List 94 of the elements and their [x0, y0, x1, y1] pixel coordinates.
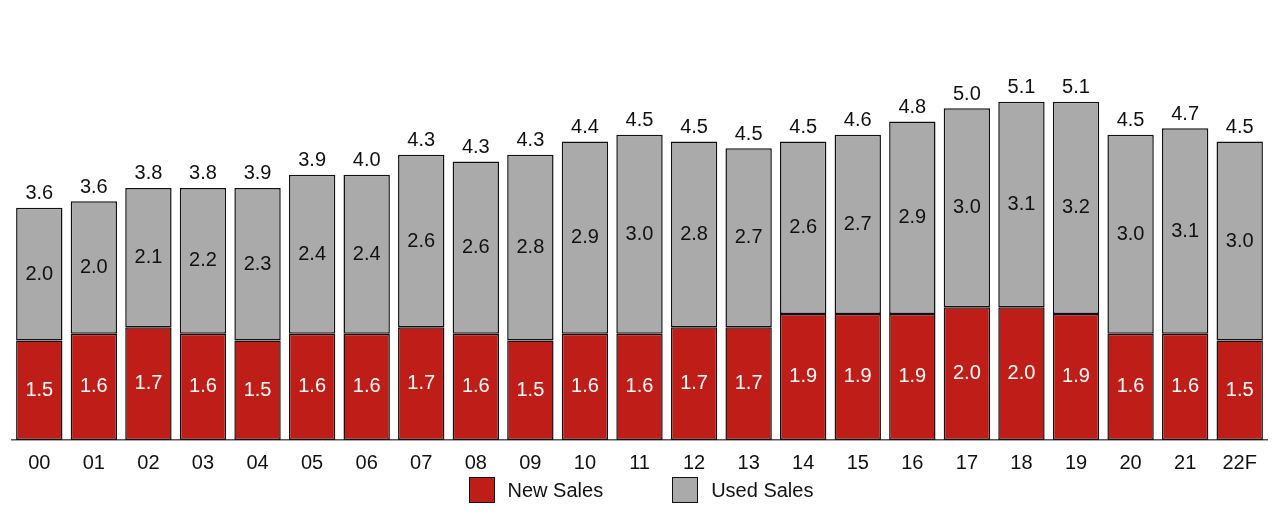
data-label: 2.8: [680, 221, 708, 244]
x-tick-label: 01: [82, 450, 105, 473]
data-label: 1.5: [243, 377, 272, 400]
total-label: 4.3: [516, 128, 545, 151]
total-label: 4.5: [625, 108, 654, 131]
data-label: 2.0: [952, 361, 981, 384]
data-label: 1.5: [1225, 377, 1254, 400]
data-label: 3.0: [952, 195, 981, 218]
total-label: 4.5: [1225, 115, 1254, 138]
x-tick-label: 15: [846, 450, 869, 473]
data-label: 2.6: [461, 235, 490, 258]
data-label: 1.6: [571, 374, 599, 397]
total-label: 4.3: [461, 134, 490, 157]
data-label: 2.9: [571, 225, 599, 248]
data-label: 1.6: [298, 374, 327, 397]
x-tick-label: 18: [1010, 450, 1033, 473]
x-tick-label: 21: [1174, 450, 1197, 473]
x-tick-label: 13: [737, 450, 760, 473]
x-tick-label: 08: [464, 450, 487, 473]
total-label: 3.9: [243, 161, 272, 184]
total-label: 4.4: [571, 115, 599, 138]
data-label: 1.7: [134, 371, 163, 394]
x-tick-label: 17: [955, 450, 979, 473]
total-label: 3.6: [79, 174, 108, 197]
data-label: 1.6: [79, 374, 108, 397]
total-label: 4.5: [1116, 108, 1145, 131]
data-label: 2.3: [243, 251, 272, 274]
legend-label: New Sales: [507, 478, 604, 502]
data-label: 1.6: [189, 374, 217, 397]
x-tick-label: 07: [410, 450, 433, 473]
x-tick-label: 03: [191, 450, 215, 473]
total-label: 3.8: [134, 161, 163, 184]
total-label: 4.5: [734, 121, 763, 144]
data-label: 1.6: [1116, 374, 1145, 397]
x-tick-label: 06: [355, 450, 378, 473]
data-label: 1.6: [461, 374, 490, 397]
total-label: 4.5: [789, 115, 818, 138]
total-label: 3.8: [189, 161, 217, 184]
x-tick-label: 10: [573, 450, 597, 473]
data-label: 2.6: [789, 215, 818, 238]
x-tick-label: 12: [682, 450, 706, 473]
x-tick-label: 14: [792, 450, 815, 473]
total-label: 4.7: [1171, 101, 1200, 124]
data-label: 2.4: [352, 241, 381, 264]
data-label: 2.8: [516, 235, 545, 258]
data-label: 2.0: [25, 261, 54, 284]
data-label: 2.6: [407, 228, 436, 251]
x-tick-label: 05: [300, 450, 324, 473]
data-label: 2.1: [134, 245, 163, 268]
data-label: 3.1: [1007, 192, 1036, 215]
data-label: 2.2: [189, 248, 217, 271]
x-tick-label: 22F: [1222, 450, 1257, 473]
data-label: 2.7: [734, 225, 763, 248]
x-tick-label: 16: [901, 450, 924, 473]
data-label: 2.0: [79, 255, 108, 278]
data-label: 1.9: [898, 364, 927, 387]
data-label: 1.9: [843, 364, 872, 387]
x-tick-label: 04: [246, 450, 269, 473]
data-label: 1.9: [1062, 364, 1090, 387]
data-label: 3.0: [1225, 228, 1254, 251]
total-label: 5.0: [952, 81, 981, 104]
x-tick-label: 09: [519, 450, 542, 473]
x-tick-label: 11: [629, 450, 650, 473]
data-label: 1.6: [352, 374, 381, 397]
total-label: 5.1: [1062, 75, 1090, 98]
x-tick-label: 00: [28, 450, 51, 473]
data-label: 3.1: [1171, 218, 1200, 241]
data-label: 1.5: [516, 377, 545, 400]
total-label: 3.6: [25, 181, 54, 204]
x-tick-label: 02: [137, 450, 160, 473]
data-label: 1.7: [407, 371, 436, 394]
data-label: 2.9: [898, 205, 927, 228]
data-label: 1.6: [625, 374, 654, 397]
data-label: 2.0: [1007, 361, 1036, 384]
data-label: 2.4: [298, 241, 327, 264]
total-label: 4.3: [407, 128, 436, 151]
data-label: 3.0: [625, 221, 654, 244]
data-label: 1.5: [25, 377, 54, 400]
total-label: 4.6: [843, 108, 872, 131]
data-label: 1.7: [734, 371, 763, 394]
total-label: 4.0: [352, 148, 381, 171]
data-label: 3.2: [1062, 195, 1090, 218]
legend-label: Used Sales: [711, 478, 814, 502]
total-label: 4.8: [898, 95, 927, 118]
data-label: 1.9: [789, 364, 818, 387]
data-label: 2.7: [843, 211, 872, 234]
data-label: 3.0: [1116, 221, 1145, 244]
x-tick-label: 19: [1064, 450, 1088, 473]
x-tick-label: 20: [1119, 450, 1142, 473]
total-label: 4.5: [680, 115, 708, 138]
data-label: 1.6: [1171, 374, 1200, 397]
data-label: 1.7: [680, 371, 708, 394]
total-label: 5.1: [1007, 75, 1036, 98]
total-label: 3.9: [298, 148, 327, 171]
